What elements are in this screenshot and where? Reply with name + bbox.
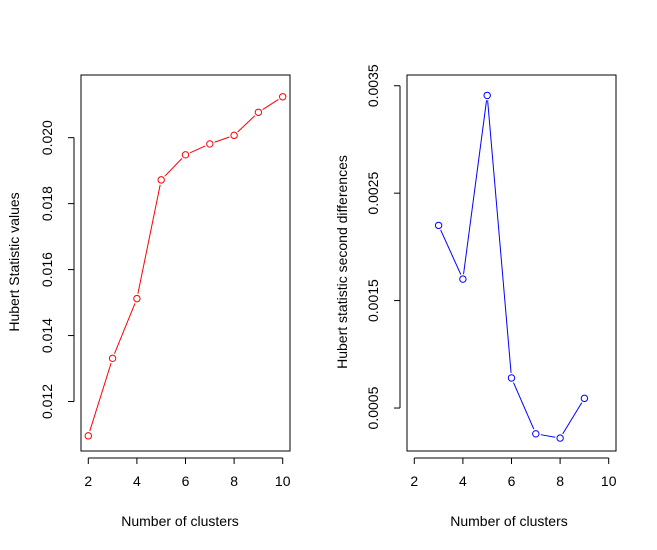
hubert-values-panel: Number of clusters Hubert Statistic valu… bbox=[6, 74, 291, 529]
y-tick-label: 0.018 bbox=[39, 186, 55, 221]
series-segment bbox=[440, 229, 462, 275]
plot-frame bbox=[406, 74, 617, 452]
x-tick-label: 2 bbox=[410, 473, 418, 489]
data-point bbox=[254, 108, 263, 116]
data-point bbox=[459, 275, 467, 283]
series-segment bbox=[540, 434, 556, 438]
data-point bbox=[108, 354, 117, 363]
y-tick-label: 0.0035 bbox=[365, 64, 381, 107]
x-axis-label: Number of clusters bbox=[450, 513, 567, 529]
data-point bbox=[434, 221, 443, 230]
y-tick-label: 0.020 bbox=[39, 120, 55, 155]
y-axis-label: Hubert Statistic values bbox=[6, 192, 22, 331]
data-point bbox=[181, 151, 190, 159]
data-point bbox=[580, 394, 589, 403]
y-axis-label: Hubert statistic second differences bbox=[334, 155, 350, 369]
data-point bbox=[532, 430, 540, 438]
series-segment bbox=[463, 100, 488, 275]
x-tick-label: 6 bbox=[182, 473, 190, 489]
plot-frame bbox=[80, 74, 291, 452]
x-tick-label: 4 bbox=[459, 473, 467, 489]
series-segment bbox=[562, 402, 583, 435]
series-segment bbox=[89, 362, 112, 432]
data-point bbox=[483, 91, 491, 100]
x-tick-label: 10 bbox=[275, 473, 291, 489]
x-tick-label: 8 bbox=[230, 473, 238, 489]
x-tick-label: 2 bbox=[84, 473, 92, 489]
data-point bbox=[133, 294, 141, 303]
series-segment bbox=[487, 100, 512, 374]
x-tick-label: 10 bbox=[601, 473, 617, 489]
series-segment bbox=[237, 115, 256, 133]
y-tick-label: 0.012 bbox=[39, 384, 55, 419]
series-segment bbox=[114, 303, 136, 354]
data-point bbox=[157, 176, 165, 184]
hubert-second-differences-panel: Number of clusters Hubert statistic seco… bbox=[334, 64, 617, 529]
data-point bbox=[206, 140, 214, 148]
series-segment bbox=[513, 382, 535, 430]
y-tick-label: 0.016 bbox=[39, 252, 55, 287]
series-segment bbox=[214, 136, 230, 143]
y-tick-label: 0.0025 bbox=[365, 172, 381, 215]
x-tick-label: 8 bbox=[556, 473, 564, 489]
x-axis-label: Number of clusters bbox=[121, 513, 238, 529]
data-point bbox=[279, 93, 287, 101]
data-point bbox=[556, 434, 564, 442]
data-point bbox=[84, 432, 92, 440]
y-tick-label: 0.0005 bbox=[365, 386, 381, 429]
series-segment bbox=[262, 99, 279, 111]
series-segment bbox=[164, 158, 183, 177]
x-tick-label: 6 bbox=[508, 473, 516, 489]
y-tick-label: 0.0015 bbox=[365, 279, 381, 322]
x-tick-label: 4 bbox=[133, 473, 141, 489]
series-segment bbox=[137, 184, 161, 294]
data-point bbox=[230, 131, 238, 140]
data-point bbox=[507, 374, 516, 382]
y-tick-label: 0.014 bbox=[39, 318, 55, 353]
series-segment bbox=[189, 145, 206, 154]
